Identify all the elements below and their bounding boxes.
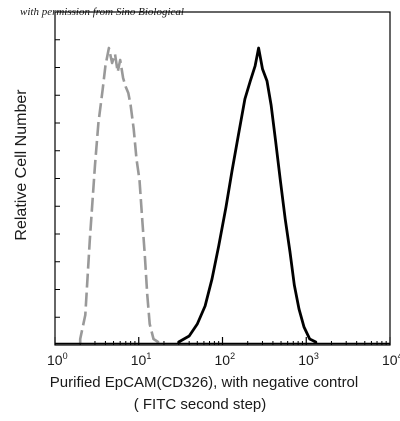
y-axis-label: Relative Cell Number (13, 89, 30, 241)
x-axis-label-line1: Purified EpCAM(CD326), with negative con… (49, 374, 359, 391)
x-tick-label: 101 (131, 351, 152, 368)
x-tick-label: 100 (47, 351, 68, 368)
series-layer (55, 46, 390, 345)
y-axis-ticks (55, 39, 60, 318)
x-tick-label: 104 (382, 351, 400, 368)
x-axis-label-line2: ( FITC second step) (133, 396, 267, 413)
x-tick-label: 102 (215, 351, 236, 368)
plot-frame (54, 11, 391, 346)
epcam-curve (177, 46, 318, 344)
negative-control-curve (78, 46, 160, 344)
x-axis-tick-labels: 100 101 102 103 104 (47, 351, 400, 368)
x-tick-label: 103 (298, 351, 319, 368)
